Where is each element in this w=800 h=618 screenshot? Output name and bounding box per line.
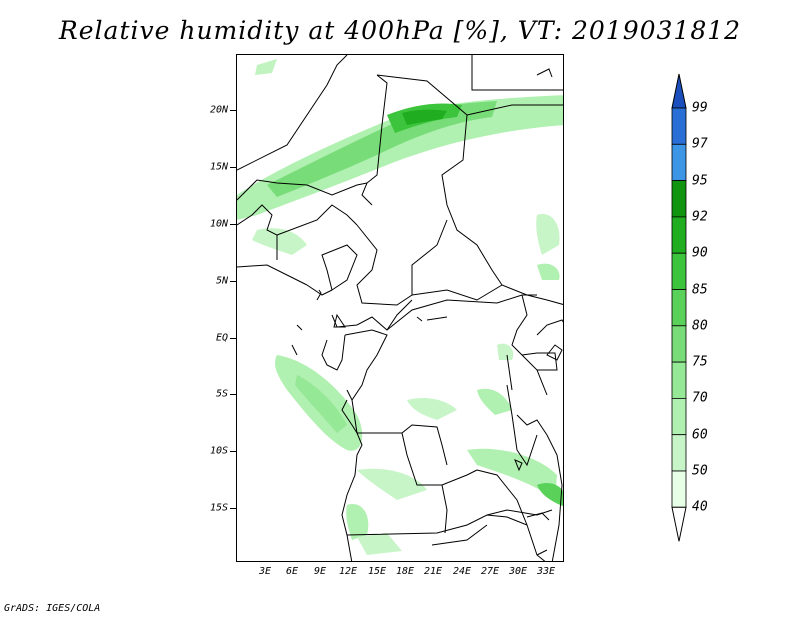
lat-label-15n: 15N [209, 161, 228, 173]
lat-tick [230, 281, 236, 282]
colorbar-segment [671, 470, 687, 508]
lat-label-10s: 10S [209, 445, 228, 457]
colorbar-segment [671, 252, 687, 290]
lat-label-20n: 20N [209, 104, 228, 116]
lon-label-12e: 12E [338, 566, 358, 577]
lat-tick [230, 110, 236, 111]
colorbar-label: 90 [692, 245, 708, 261]
lat-label-5s: 5S [215, 388, 228, 400]
lon-label-15e: 15E [367, 566, 387, 577]
colorbar [671, 73, 687, 542]
colorbar-label: 95 [692, 173, 708, 189]
lon-label-6e: 6E [285, 566, 299, 577]
lon-label-33e: 33E [536, 566, 556, 577]
lat-tick [230, 167, 236, 168]
colorbar-segment [671, 107, 687, 145]
lon-label-27e: 27E [480, 566, 500, 577]
colorbar-label: 70 [692, 390, 708, 406]
lat-label-15s: 15S [209, 502, 228, 514]
lat-tick [230, 224, 236, 225]
chart-title: Relative humidity at 400hPa [%], VT: 201… [58, 16, 742, 45]
lat-tick [230, 508, 236, 509]
colorbar-segment [671, 434, 687, 472]
lat-label-eq: EQ [215, 332, 228, 344]
lat-tick [230, 338, 236, 339]
colorbar-segment [671, 143, 687, 182]
colorbar-top-triangle [671, 73, 687, 109]
map-panel [236, 54, 564, 562]
colorbar-label: 60 [692, 427, 708, 443]
colorbar-segment [671, 289, 687, 327]
map-svg [237, 55, 563, 561]
lon-label-30e: 30E [508, 566, 528, 577]
colorbar-segment [671, 361, 687, 399]
lon-label-24e: 24E [452, 566, 472, 577]
colorbar-segment [671, 397, 687, 436]
lon-label-3e: 3E [258, 566, 272, 577]
humidity-shading [237, 59, 563, 555]
colorbar-label: 80 [692, 318, 708, 334]
colorbar-label: 97 [692, 136, 708, 152]
lon-label-21e: 21E [423, 566, 443, 577]
lon-label-9e: 9E [313, 566, 327, 577]
lat-label-10n: 10N [209, 218, 228, 230]
colorbar-label: 40 [692, 499, 708, 515]
lat-label-5n: 5N [215, 275, 228, 287]
country-borders [237, 55, 563, 561]
lon-label-18e: 18E [395, 566, 415, 577]
colorbar-label: 99 [692, 100, 708, 116]
colorbar-label: 85 [692, 282, 708, 297]
colorbar-label: 75 [692, 354, 708, 370]
colorbar-segment [671, 180, 687, 218]
colorbar-label: 50 [692, 463, 708, 479]
colorbar-bottom-triangle [671, 506, 687, 542]
lat-tick [230, 451, 236, 452]
credit-text: GrADS: IGES/COLA [4, 603, 101, 614]
colorbar-segment [671, 216, 687, 254]
colorbar-segment [671, 325, 687, 363]
colorbar-label: 92 [692, 209, 708, 225]
lat-tick [230, 394, 236, 395]
